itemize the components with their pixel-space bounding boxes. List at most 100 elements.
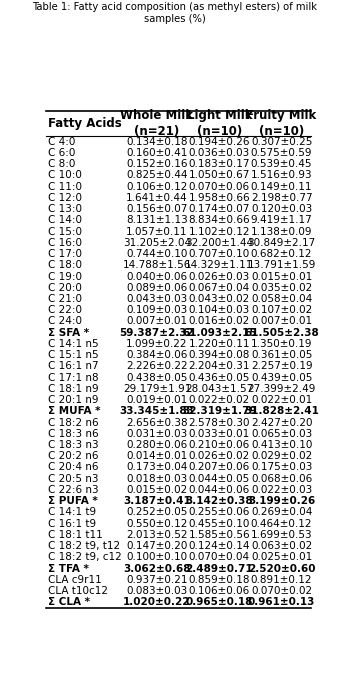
Text: 0.413±0.10: 0.413±0.10	[251, 440, 312, 450]
Text: Table 1: Fatty acid composition (as methyl esters) of milk
samples (%): Table 1: Fatty acid composition (as meth…	[32, 2, 317, 23]
Text: 1.099±0.22: 1.099±0.22	[126, 339, 188, 349]
Text: 1.699±0.53: 1.699±0.53	[251, 530, 312, 540]
Text: C 18:0: C 18:0	[49, 260, 82, 270]
Text: 0.436±0.05: 0.436±0.05	[188, 372, 250, 383]
Text: 0.147±0.20: 0.147±0.20	[126, 541, 188, 551]
Text: C 17:1 n8: C 17:1 n8	[49, 372, 99, 383]
Text: C 6:0: C 6:0	[49, 148, 76, 158]
Text: 2.204±0.31: 2.204±0.31	[188, 362, 250, 371]
Text: 8.834±0.66: 8.834±0.66	[188, 215, 250, 225]
Text: 0.682±0.12: 0.682±0.12	[251, 249, 312, 259]
Text: C 20:0: C 20:0	[49, 283, 82, 293]
Text: C 11:0: C 11:0	[49, 182, 82, 191]
Text: CLA t10c12: CLA t10c12	[49, 586, 109, 596]
Text: 0.539±0.45: 0.539±0.45	[251, 159, 312, 169]
Text: C 16:0: C 16:0	[49, 238, 82, 248]
Text: 0.014±0.01: 0.014±0.01	[126, 451, 188, 461]
Text: 2.226±0.22: 2.226±0.22	[126, 362, 188, 371]
Text: 0.043±0.03: 0.043±0.03	[126, 294, 188, 304]
Text: Fruity Milk
(n=10): Fruity Milk (n=10)	[246, 109, 317, 139]
Text: 0.107±0.02: 0.107±0.02	[251, 305, 312, 315]
Text: 0.040±0.06: 0.040±0.06	[126, 272, 187, 281]
Text: 0.022±0.02: 0.022±0.02	[189, 395, 250, 405]
Text: 0.464±0.12: 0.464±0.12	[251, 519, 312, 529]
Text: 1.050±0.67: 1.050±0.67	[188, 170, 250, 180]
Text: 0.104±0.03: 0.104±0.03	[189, 305, 250, 315]
Text: C 19:0: C 19:0	[49, 272, 82, 281]
Text: 2.198±0.77: 2.198±0.77	[251, 193, 312, 203]
Text: 59.387±2.32: 59.387±2.32	[120, 328, 194, 338]
Text: C 20:4 n6: C 20:4 n6	[49, 462, 99, 473]
Text: 0.058±0.04: 0.058±0.04	[251, 294, 312, 304]
Text: 13.791±1.59: 13.791±1.59	[247, 260, 316, 270]
Text: 0.156±0.07: 0.156±0.07	[126, 204, 188, 214]
Text: 0.019±0.01: 0.019±0.01	[126, 395, 188, 405]
Text: 2.257±0.19: 2.257±0.19	[251, 362, 312, 371]
Text: C 15:1 n5: C 15:1 n5	[49, 350, 99, 360]
Text: 0.152±0.16: 0.152±0.16	[126, 159, 188, 169]
Text: 0.252±0.05: 0.252±0.05	[126, 508, 188, 517]
Text: 32.200±1.44: 32.200±1.44	[185, 238, 253, 248]
Text: 33.345±1.83: 33.345±1.83	[120, 406, 194, 416]
Text: 30.849±2.17: 30.849±2.17	[247, 238, 316, 248]
Text: C 21:0: C 21:0	[49, 294, 82, 304]
Text: 0.280±0.06: 0.280±0.06	[126, 440, 188, 450]
Text: 0.707±0.10: 0.707±0.10	[189, 249, 250, 259]
Text: 27.399±2.49: 27.399±2.49	[247, 384, 316, 394]
Text: 0.859±0.18: 0.859±0.18	[188, 575, 250, 584]
Text: 0.160±0.41: 0.160±0.41	[126, 148, 188, 158]
Text: 0.070±0.04: 0.070±0.04	[189, 552, 250, 563]
Text: 29.179±1.91: 29.179±1.91	[123, 384, 191, 394]
Text: 0.106±0.12: 0.106±0.12	[126, 182, 188, 191]
Text: C 14:1 t9: C 14:1 t9	[49, 508, 97, 517]
Text: CLA c9r11: CLA c9r11	[49, 575, 102, 584]
Text: Σ SFA *: Σ SFA *	[49, 328, 90, 338]
Text: C 24:0: C 24:0	[49, 316, 82, 327]
Text: 0.015±0.02: 0.015±0.02	[126, 485, 188, 495]
Text: 1.585±0.56: 1.585±0.56	[188, 530, 250, 540]
Text: Σ CLA *: Σ CLA *	[49, 598, 90, 607]
Text: 0.044±0.06: 0.044±0.06	[189, 485, 250, 495]
Text: C 10:0: C 10:0	[49, 170, 82, 180]
Text: 0.361±0.05: 0.361±0.05	[251, 350, 312, 360]
Text: 0.439±0.05: 0.439±0.05	[251, 372, 312, 383]
Text: 2.656±0.38: 2.656±0.38	[126, 418, 188, 427]
Text: 0.022±0.03: 0.022±0.03	[251, 485, 312, 495]
Text: 0.269±0.04: 0.269±0.04	[251, 508, 312, 517]
Text: 3.199±0.26: 3.199±0.26	[248, 496, 315, 506]
Text: 0.067±0.04: 0.067±0.04	[189, 283, 250, 293]
Text: C 18:3 n6: C 18:3 n6	[49, 429, 99, 439]
Text: 0.015±0.01: 0.015±0.01	[251, 272, 312, 281]
Text: 0.029±0.02: 0.029±0.02	[251, 451, 312, 461]
Text: C 17:0: C 17:0	[49, 249, 82, 259]
Text: 14.329±1.11: 14.329±1.11	[185, 260, 253, 270]
Text: 31.828±2.41: 31.828±2.41	[244, 406, 319, 416]
Text: Whole Milk
(n=21): Whole Milk (n=21)	[120, 109, 193, 139]
Text: 0.307±0.25: 0.307±0.25	[251, 137, 312, 147]
Text: C 16:1 t9: C 16:1 t9	[49, 519, 97, 529]
Text: 31.205±2.04: 31.205±2.04	[123, 238, 191, 248]
Text: 0.384±0.06: 0.384±0.06	[126, 350, 188, 360]
Text: Light Milk
(n=10): Light Milk (n=10)	[186, 109, 252, 139]
Text: 0.026±0.03: 0.026±0.03	[189, 272, 250, 281]
Text: 1.020±0.22: 1.020±0.22	[123, 598, 191, 607]
Text: 0.033±0.01: 0.033±0.01	[189, 429, 250, 439]
Text: 0.194±0.26: 0.194±0.26	[188, 137, 250, 147]
Text: C 12:0: C 12:0	[49, 193, 82, 203]
Text: C 18:1 n9: C 18:1 n9	[49, 384, 99, 394]
Text: C 15:0: C 15:0	[49, 226, 82, 237]
Text: 0.455±0.10: 0.455±0.10	[188, 519, 250, 529]
Text: 1.350±0.19: 1.350±0.19	[251, 339, 312, 349]
Text: 0.173±0.04: 0.173±0.04	[126, 462, 188, 473]
Text: 0.070±0.02: 0.070±0.02	[251, 586, 312, 596]
Text: 1.958±0.66: 1.958±0.66	[188, 193, 250, 203]
Text: 3.062±0.68: 3.062±0.68	[123, 564, 191, 573]
Text: 0.044±0.05: 0.044±0.05	[189, 474, 250, 484]
Text: 0.016±0.02: 0.016±0.02	[189, 316, 250, 327]
Text: 2.427±0.20: 2.427±0.20	[251, 418, 312, 427]
Text: 0.025±0.01: 0.025±0.01	[251, 552, 312, 563]
Text: 0.438±0.05: 0.438±0.05	[126, 372, 188, 383]
Text: 1.102±0.12: 1.102±0.12	[188, 226, 250, 237]
Text: 1.516±0.93: 1.516±0.93	[251, 170, 312, 180]
Text: 1.641±0.44: 1.641±0.44	[126, 193, 188, 203]
